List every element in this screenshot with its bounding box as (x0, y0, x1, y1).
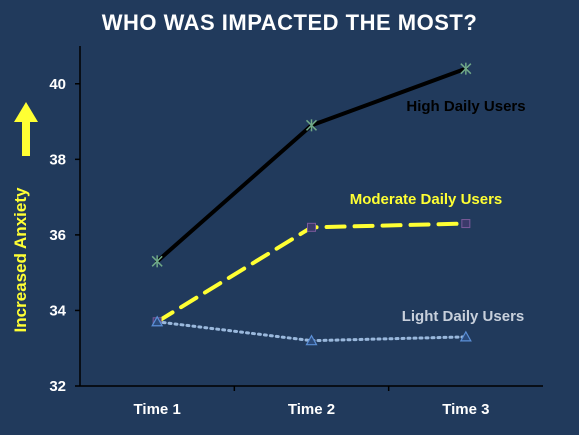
data-point-light-daily-users (305, 334, 318, 346)
data-point-high-daily-users (460, 62, 472, 75)
y-tick-label: 36 (49, 227, 66, 244)
data-point-moderate-daily-users (307, 222, 316, 232)
y-tick-label: 34 (49, 302, 66, 319)
y-axis-label: Increased Anxiety (11, 187, 30, 332)
data-point-moderate-daily-users (461, 219, 471, 229)
y-tick-label: 38 (49, 151, 66, 168)
data-point-light-daily-users (459, 330, 472, 342)
data-point-high-daily-users (305, 119, 318, 132)
x-tick-label: Time 3 (442, 401, 489, 418)
series-label-light-daily-users: Light Daily Users (402, 308, 525, 325)
y-tick-label: 32 (49, 378, 66, 395)
chart-title: WHO WAS IMPACTED THE MOST? (101, 10, 478, 35)
y-tick-label: 40 (49, 76, 66, 93)
data-point-light-daily-users (151, 315, 164, 327)
series-label-moderate-daily-users: Moderate Daily Users (350, 191, 503, 208)
x-tick-label: Time 2 (288, 401, 335, 418)
data-point-high-daily-users (151, 255, 163, 268)
y-axis-arrow-shaft (22, 120, 30, 156)
y-axis-arrow-head (14, 102, 38, 122)
x-tick-label: Time 1 (134, 401, 181, 418)
series-label-high-daily-users: High Daily Users (406, 98, 525, 115)
